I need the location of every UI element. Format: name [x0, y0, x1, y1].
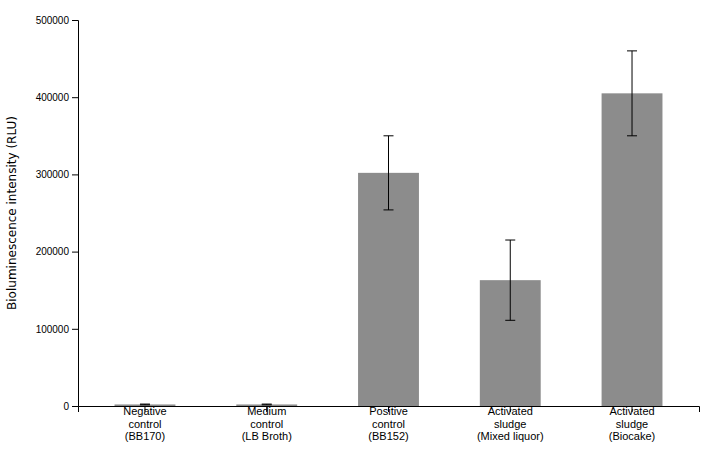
x-tick: Activatedsludge(Biocake)	[609, 405, 655, 442]
y-tick: 200000	[36, 246, 78, 257]
y-tick: 400000	[36, 92, 78, 103]
x-tick-label: Negativecontrol(BB170)	[123, 405, 166, 442]
y-tick-mark	[72, 252, 78, 253]
y-axis: 0 100000 200000 300000 400000 500000	[36, 15, 79, 412]
y-tick-label: 400000	[36, 92, 70, 103]
x-tick-label-line: (BB170)	[125, 430, 165, 442]
error-bar	[384, 136, 394, 210]
y-tick-mark	[72, 174, 78, 175]
x-axis: Negativecontrol(BB170)Mediumcontrol(LB B…	[79, 405, 700, 442]
marks	[115, 51, 663, 406]
x-tick-label-line: (Mixed liquor)	[477, 430, 544, 442]
x-tick-label-line: control	[250, 418, 283, 430]
x-tick-label-line: Positive	[369, 405, 408, 417]
x-tick-label-line: sludge	[494, 418, 526, 430]
x-tick-label-line: Activated	[488, 405, 533, 417]
axis-line	[72, 21, 79, 407]
plot-area: Negativecontrol(BB170)Mediumcontrol(LB B…	[5, 15, 700, 443]
chart-svg: Negativecontrol(BB170)Mediumcontrol(LB B…	[0, 0, 719, 470]
y-tick: 500000	[36, 15, 78, 26]
y-tick-mark	[72, 97, 78, 98]
x-tick-label-line: sludge	[616, 418, 648, 430]
x-tick-label: Activatedsludge(Mixed liquor)	[477, 405, 544, 442]
x-tick-label: Activatedsludge(Biocake)	[609, 405, 655, 442]
x-tick-label: Mediumcontrol(LB Broth)	[242, 405, 292, 442]
y-tick-label: 200000	[36, 246, 70, 257]
x-tick: Activatedsludge(Mixed liquor)	[477, 405, 544, 442]
x-tick-label-line: control	[128, 418, 161, 430]
y-tick: 300000	[36, 169, 78, 180]
y-tick-label: 0	[63, 401, 69, 412]
y-tick-mark	[72, 329, 78, 330]
error-bar	[627, 51, 637, 136]
x-tick-label-line: Negative	[123, 405, 166, 417]
y-tick-mark	[72, 406, 78, 407]
y-tick-label: 100000	[36, 324, 70, 335]
x-tick-label: Positivecontrol(BB152)	[368, 405, 408, 442]
y-axis-title: Bioluminescence intensity (RLU)	[5, 116, 19, 310]
y-tick-mark	[72, 20, 78, 21]
y-tick: 0	[63, 401, 78, 412]
x-tick-label-line: control	[372, 418, 405, 430]
y-tick: 100000	[36, 324, 78, 335]
chart-container: Negativecontrol(BB170)Mediumcontrol(LB B…	[0, 0, 719, 470]
x-tick-label-line: (BB152)	[368, 430, 408, 442]
x-tick: Positivecontrol(BB152)	[368, 405, 408, 442]
x-tick-label-line: (LB Broth)	[242, 430, 292, 442]
x-tick: Negativecontrol(BB170)	[123, 405, 166, 442]
y-tick-label: 500000	[36, 15, 70, 26]
bar	[602, 93, 663, 406]
x-tick-label-line: Activated	[609, 405, 654, 417]
x-tick-label-line: (Biocake)	[609, 430, 655, 442]
error-bar	[505, 240, 515, 320]
x-tick-label-line: Medium	[247, 405, 286, 417]
y-tick-label: 300000	[36, 169, 70, 180]
x-tick: Mediumcontrol(LB Broth)	[242, 405, 292, 442]
